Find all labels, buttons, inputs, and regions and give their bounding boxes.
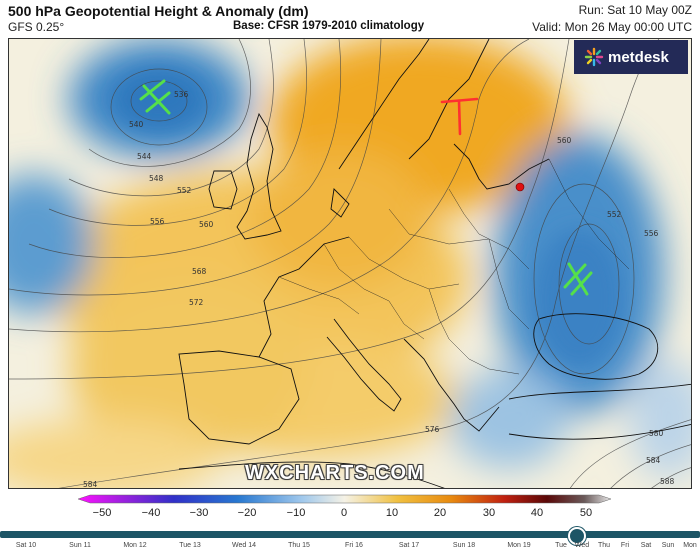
timeline-day[interactable]: Sat 10 bbox=[15, 542, 37, 549]
timeline-day[interactable]: Tue bbox=[555, 542, 567, 549]
contour-label: 572 bbox=[189, 298, 204, 307]
metdesk-star-icon bbox=[584, 47, 604, 67]
contour-label: 540 bbox=[129, 120, 144, 129]
contour-label: 560 bbox=[557, 136, 572, 145]
coastlines bbox=[178, 39, 691, 488]
timeline-day[interactable]: Thu bbox=[597, 542, 611, 549]
contour-label: 556 bbox=[150, 217, 165, 226]
negative-anomaly-aegean bbox=[449, 369, 569, 469]
colorbar-tick: 30 bbox=[482, 507, 496, 519]
colorbar-tick: −10 bbox=[286, 507, 306, 519]
run-label: Run: Sat 10 May 00Z bbox=[578, 3, 692, 17]
contour-labels: 536 540 544 548 552 556 560 568 572 576 … bbox=[83, 90, 675, 489]
contour-label: 556 bbox=[644, 229, 659, 238]
timeline-day[interactable]: Thu 15 bbox=[288, 542, 310, 549]
chart-header: 500 hPa Geopotential Height & Anomaly (d… bbox=[0, 0, 700, 38]
timeline-day[interactable]: Wed bbox=[574, 542, 590, 549]
timeline-day[interactable]: Mon 19 bbox=[507, 542, 531, 549]
colorbar-tick: 50 bbox=[579, 507, 593, 519]
timeline-track[interactable] bbox=[0, 531, 700, 538]
contour-label: 536 bbox=[174, 90, 189, 99]
timeline-slider-handle[interactable] bbox=[568, 527, 586, 545]
timeline-day[interactable]: Sat 17 bbox=[398, 542, 420, 549]
valid-time-label: Valid: Mon 26 May 00:00 UTC bbox=[532, 20, 692, 34]
timeline-day[interactable]: Sun 11 bbox=[69, 542, 91, 549]
high-centre-marker bbox=[440, 97, 479, 136]
contour-label: 588 bbox=[660, 477, 675, 486]
timeline-day[interactable]: Fri bbox=[620, 542, 630, 549]
colorbar-tick: −40 bbox=[141, 507, 161, 519]
metdesk-logo-text: metdesk bbox=[608, 48, 669, 66]
timeline-day[interactable]: Sat bbox=[640, 542, 652, 549]
chart-title: 500 hPa Geopotential Height & Anomaly (d… bbox=[8, 3, 309, 19]
timeline-day[interactable]: Fri 16 bbox=[345, 542, 363, 549]
colorbar-tick: 20 bbox=[433, 507, 447, 519]
timeline-day[interactable]: Wed 14 bbox=[232, 542, 256, 549]
contour-label: 544 bbox=[137, 152, 152, 161]
colorbar-tick: 0 bbox=[340, 507, 348, 519]
metdesk-logo: metdesk bbox=[574, 40, 688, 74]
colorbar-tick: 10 bbox=[385, 507, 399, 519]
contour-label: 568 bbox=[192, 267, 207, 276]
low-centre-marker-west bbox=[139, 79, 171, 115]
negative-anomaly-west bbox=[9, 174, 94, 314]
timeline-day[interactable]: Tue 13 bbox=[179, 542, 201, 549]
colorbar-tick: −30 bbox=[189, 507, 209, 519]
timeline-day[interactable]: Sun 18 bbox=[452, 542, 476, 549]
contour-label: 552 bbox=[607, 210, 622, 219]
contour-label: 584 bbox=[83, 480, 98, 489]
country-borders bbox=[278, 158, 630, 375]
colorbar-tick: 40 bbox=[530, 507, 544, 519]
anomaly-colorbar bbox=[78, 494, 611, 504]
map-svg: 536 540 544 548 552 556 560 568 572 576 … bbox=[9, 39, 691, 489]
positive-anomaly-poland bbox=[249, 149, 429, 289]
timeline-day[interactable]: Mon 12 bbox=[123, 542, 147, 549]
forecast-timeline[interactable]: Sat 10 Sun 11 Mon 12 Tue 13 Wed 14 Thu 1… bbox=[0, 527, 700, 550]
contour-label: 576 bbox=[425, 425, 440, 434]
wxcharts-watermark: WXCHARTS.COM bbox=[245, 462, 425, 484]
colorbar-tick: −20 bbox=[237, 507, 257, 519]
colorbar-tick: −50 bbox=[92, 507, 112, 519]
timeline-day[interactable]: Sun bbox=[661, 542, 675, 549]
weather-map[interactable]: 536 540 544 548 552 556 560 568 572 576 … bbox=[8, 38, 692, 489]
positive-anomaly-west bbox=[69, 279, 309, 459]
geopotential-contours bbox=[9, 39, 691, 488]
contour-label: 560 bbox=[199, 220, 214, 229]
location-marker[interactable] bbox=[515, 182, 525, 192]
positive-anomaly-sw bbox=[9, 419, 219, 488]
contour-label: 552 bbox=[177, 186, 192, 195]
climatology-label: Base: CFSR 1979-2010 climatology bbox=[233, 20, 425, 32]
contour-label: 584 bbox=[646, 456, 661, 465]
model-label: GFS 0.25° bbox=[8, 20, 65, 34]
timeline-day[interactable]: Mon bbox=[683, 542, 697, 549]
low-centre-marker-east bbox=[563, 262, 593, 296]
contour-label: 580 bbox=[649, 429, 664, 438]
contour-label: 548 bbox=[149, 174, 164, 183]
